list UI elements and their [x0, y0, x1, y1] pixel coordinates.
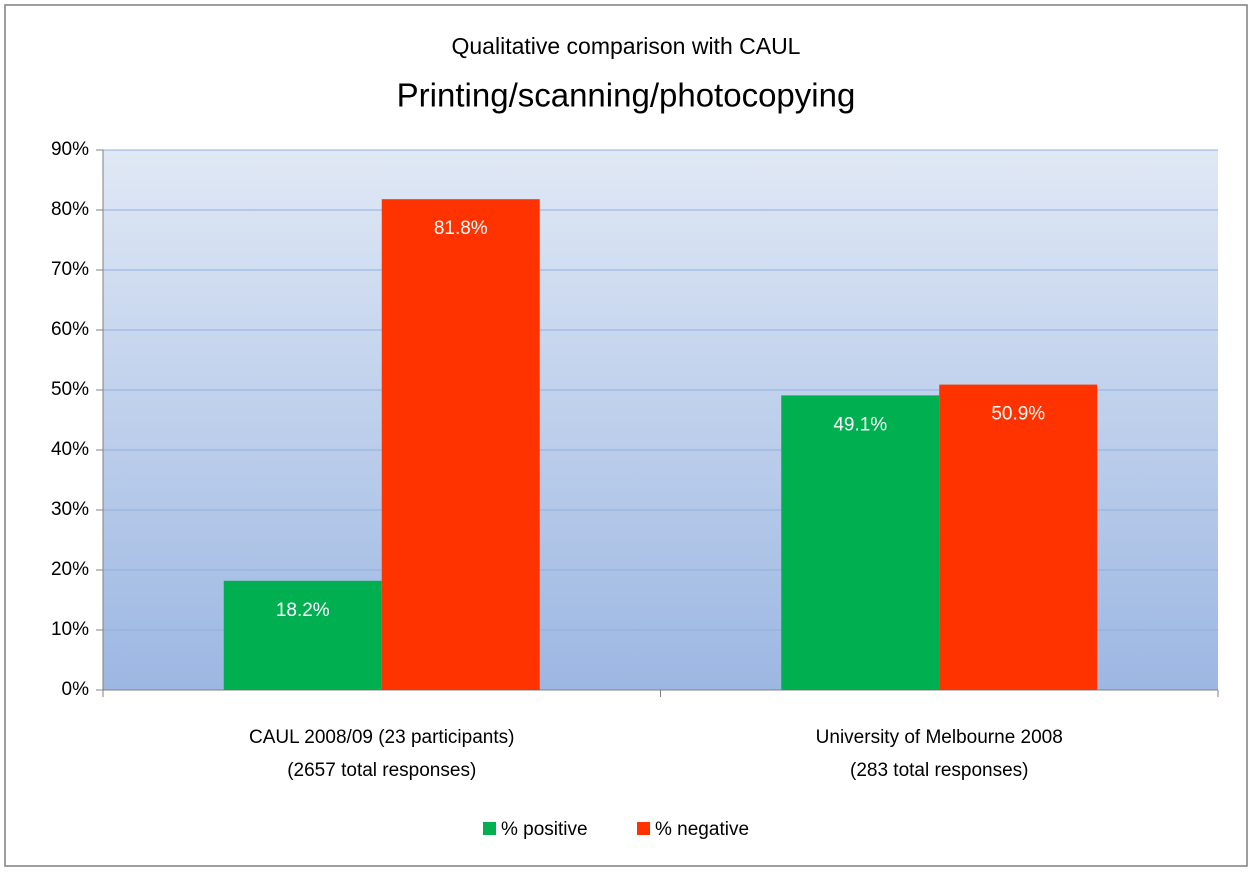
y-tick-label: 90%: [51, 139, 89, 160]
y-tick-label: 70%: [51, 259, 89, 280]
legend-swatch: [483, 822, 496, 835]
chart-subtitle: Printing/scanning/photocopying: [397, 77, 856, 114]
bar: [939, 384, 1098, 690]
legend-label: % negative: [655, 819, 749, 840]
y-tick-label: 40%: [51, 439, 89, 460]
y-tick-label: 10%: [51, 619, 89, 640]
bar: [781, 395, 940, 690]
x-tick-label: University of Melbourne 2008: [816, 727, 1063, 748]
data-label: 81.8%: [434, 218, 488, 239]
y-tick-label: 80%: [51, 199, 89, 220]
x-tick-label: (283 total responses): [850, 760, 1029, 781]
y-tick-label: 60%: [51, 319, 89, 340]
bar: [223, 580, 382, 690]
chart-title: Qualitative comparison with CAUL: [452, 33, 801, 59]
y-tick-label: 20%: [51, 559, 89, 580]
x-tick-label: (2657 total responses): [287, 760, 476, 781]
legend-label: % positive: [501, 819, 588, 840]
data-label: 50.9%: [991, 404, 1045, 425]
x-tick-label: CAUL 2008/09 (23 participants): [249, 727, 514, 748]
bar: [381, 199, 540, 690]
y-tick-label: 30%: [51, 499, 89, 520]
data-label: 18.2%: [276, 600, 330, 621]
y-tick-label: 50%: [51, 379, 89, 400]
y-tick-label: 0%: [62, 679, 90, 700]
data-label: 49.1%: [833, 414, 887, 435]
legend-swatch: [637, 822, 650, 835]
